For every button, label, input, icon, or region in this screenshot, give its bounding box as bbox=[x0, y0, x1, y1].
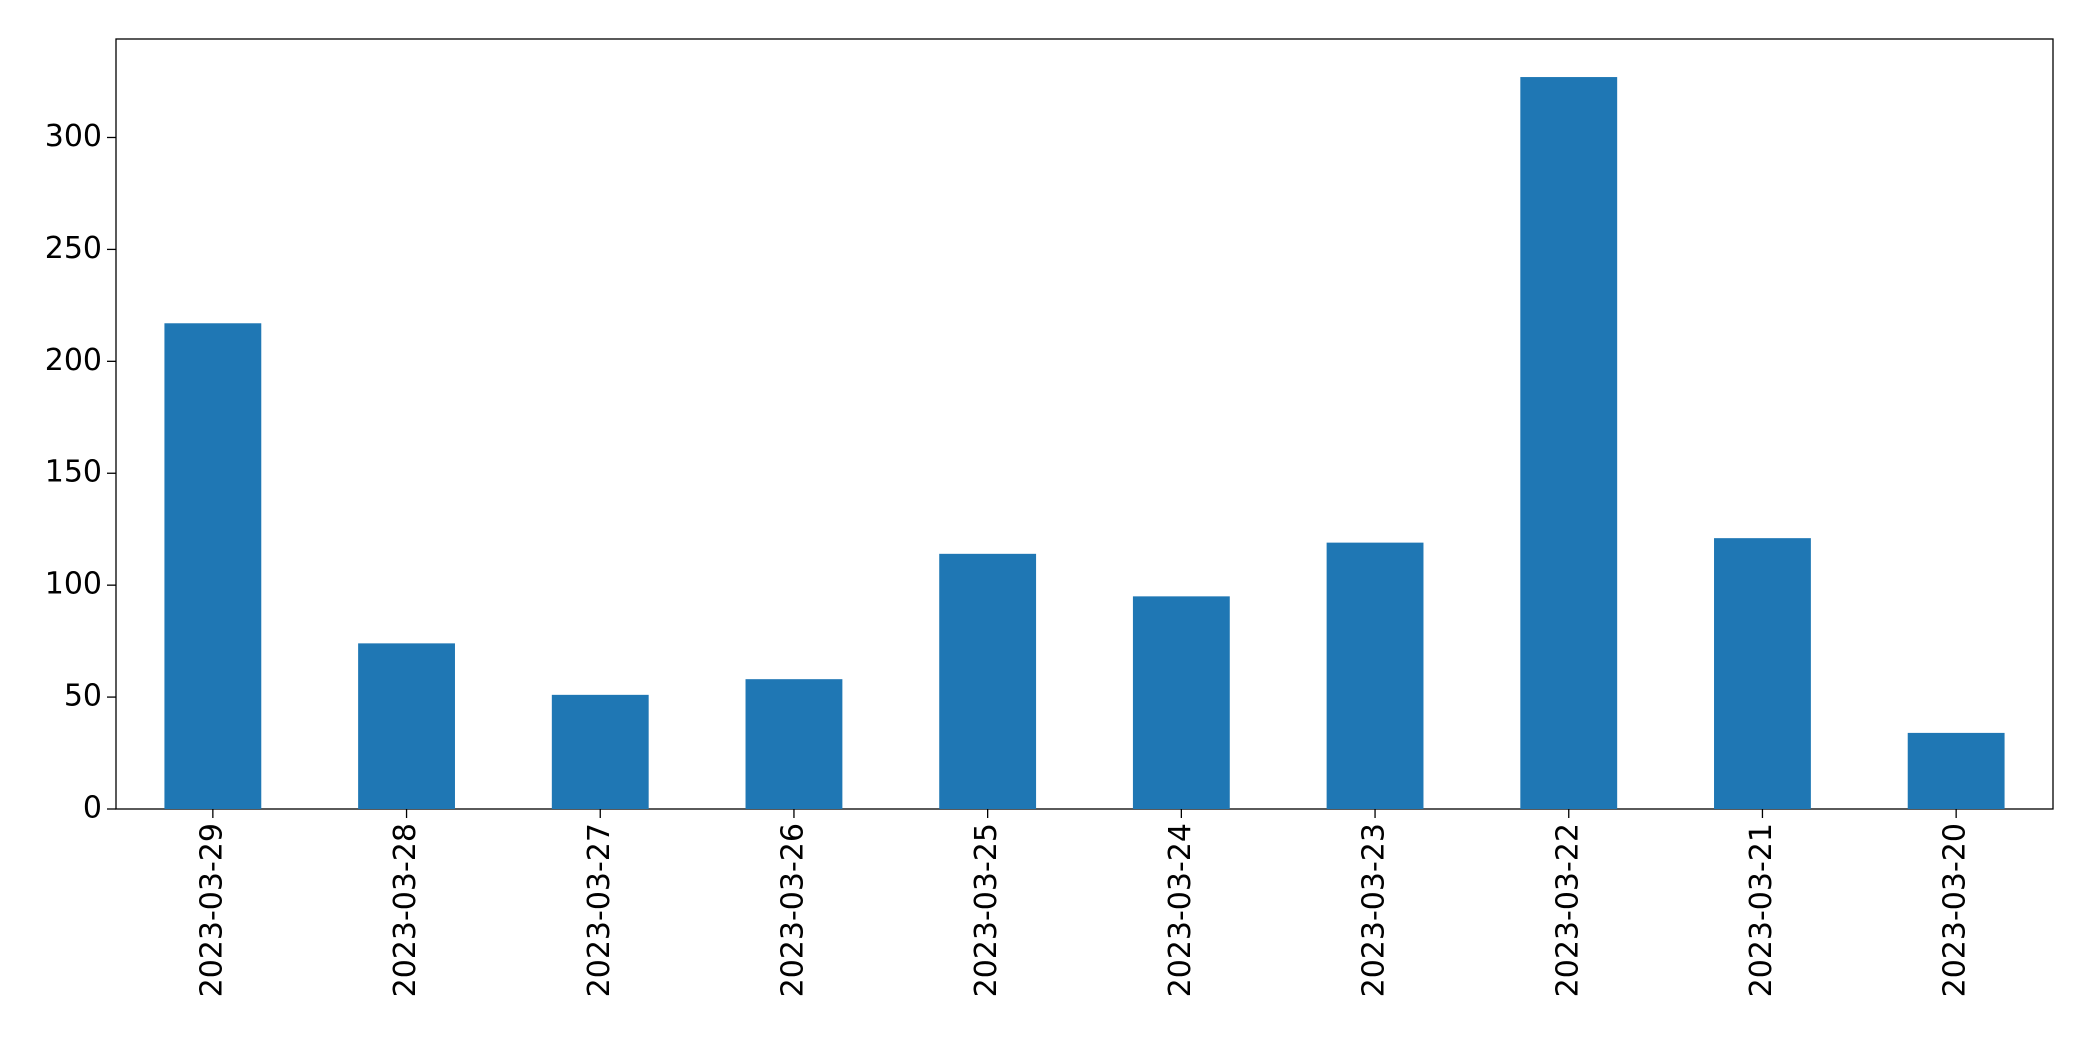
plot-frame bbox=[115, 38, 2054, 810]
x-tick-label: 2023-03-29 bbox=[194, 823, 229, 997]
x-tick-label: 2023-03-20 bbox=[1938, 823, 1973, 997]
bar bbox=[1520, 77, 1618, 810]
x-tick-label: 2023-03-27 bbox=[582, 823, 617, 997]
bar bbox=[745, 679, 843, 809]
bar bbox=[164, 323, 262, 809]
y-tick-label: 250 bbox=[45, 231, 102, 266]
bar bbox=[1326, 542, 1424, 809]
bar bbox=[1714, 538, 1811, 809]
bar bbox=[551, 694, 649, 809]
bar bbox=[939, 553, 1037, 809]
x-tick-label: 2023-03-21 bbox=[1744, 823, 1779, 997]
y-tick-label: 150 bbox=[45, 455, 102, 490]
bar bbox=[358, 643, 455, 809]
x-tick-label: 2023-03-24 bbox=[1163, 823, 1198, 997]
y-tick-label: 50 bbox=[64, 679, 102, 714]
x-tick-label: 2023-03-28 bbox=[388, 823, 423, 997]
y-tick-label: 200 bbox=[45, 343, 102, 378]
y-tick-label: 300 bbox=[45, 119, 102, 154]
y-tick-label: 0 bbox=[83, 791, 102, 826]
bar bbox=[1907, 732, 2005, 809]
x-tick-label: 2023-03-22 bbox=[1550, 823, 1585, 997]
x-tick-label: 2023-03-25 bbox=[969, 823, 1004, 997]
x-tick-label: 2023-03-26 bbox=[775, 823, 810, 997]
x-tick-label: 2023-03-23 bbox=[1357, 823, 1392, 997]
y-tick-label: 100 bbox=[45, 567, 102, 602]
bar bbox=[1132, 596, 1230, 809]
